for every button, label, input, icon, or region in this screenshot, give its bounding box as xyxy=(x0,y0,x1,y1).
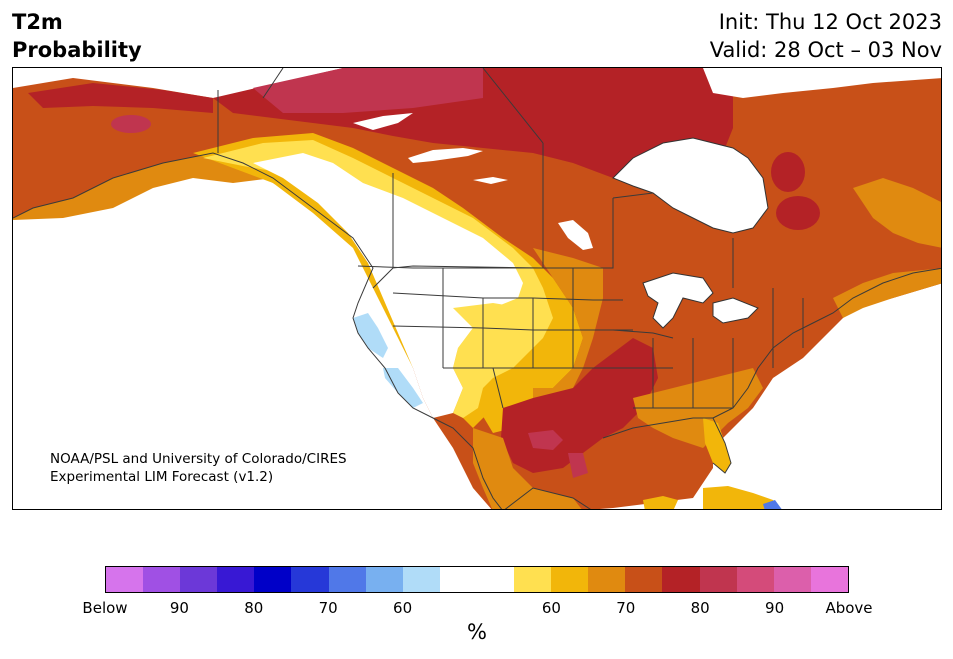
region-lightblue-socal xyxy=(383,368,423,408)
region-gold-cuba xyxy=(643,496,678,509)
region-crimson-alaska xyxy=(111,115,151,133)
region-blue-caribbean xyxy=(763,500,782,509)
region-orange-atlantic xyxy=(833,268,941,318)
colorbar-unit: % xyxy=(467,620,487,644)
colorbar-swatch xyxy=(699,567,737,592)
colorbar-swatch xyxy=(625,567,663,592)
init-date: Init: Thu 12 Oct 2023 xyxy=(718,10,942,34)
region-red-quebec-2 xyxy=(776,196,820,230)
region-orange-mexico xyxy=(473,428,582,509)
colorbar-tick-label: 80 xyxy=(244,599,264,617)
map-title: T2m Probability xyxy=(12,8,142,64)
region-orange-alaska xyxy=(13,153,273,220)
colorbar-swatch xyxy=(180,567,218,592)
colorbar-swatch xyxy=(773,567,811,592)
forecast-dates: Init: Thu 12 Oct 2023 Valid: 28 Oct – 03… xyxy=(710,8,942,64)
colorbar-swatch xyxy=(402,567,440,592)
title-line-type: Probability xyxy=(12,38,142,62)
colorbar xyxy=(105,566,849,593)
colorbar-swatch xyxy=(365,567,403,592)
credit-text: NOAA/PSL and University of Colorado/CIRE… xyxy=(50,450,347,486)
region-orange-northeast xyxy=(853,178,941,248)
region-crimson-arctic xyxy=(253,68,483,113)
region-red-quebec-1 xyxy=(771,152,805,192)
colorbar-tick-label: 90 xyxy=(765,599,785,617)
colorbar-swatch xyxy=(143,567,181,592)
great-slave-lake xyxy=(408,148,483,163)
colorbar-swatch xyxy=(662,567,700,592)
hudson-bay xyxy=(612,137,769,234)
region-lightblue-california xyxy=(353,313,388,358)
map-canvas xyxy=(13,68,941,509)
region-white-west xyxy=(253,153,523,418)
credit-line-1: NOAA/PSL and University of Colorado/CIRE… xyxy=(50,451,347,467)
colorbar-swatch xyxy=(254,567,292,592)
great-lakes xyxy=(642,272,714,329)
lake-erie-ontario xyxy=(712,297,759,324)
colorbar-tick-labels: Below 90 80 70 60 60 70 80 90 Above xyxy=(0,599,953,619)
region-gold-caribbean xyxy=(703,486,782,509)
colorbar-swatch xyxy=(514,567,552,592)
colorbar-swatch xyxy=(810,567,848,592)
colorbar-swatch xyxy=(106,567,144,592)
colorbar-tick-label: 90 xyxy=(169,599,189,617)
title-line-variable: T2m xyxy=(12,10,63,34)
colorbar-swatch xyxy=(439,567,477,592)
region-gold-florida xyxy=(703,418,731,473)
arctic-water-east xyxy=(703,68,941,98)
colorbar-tick-label: Above xyxy=(825,599,873,617)
colorbar-tick-label: 60 xyxy=(541,599,561,617)
credit-line-2: Experimental LIM Forecast (v1.2) xyxy=(50,469,274,485)
region-red-alaska xyxy=(28,83,213,113)
colorbar-swatch xyxy=(476,567,515,592)
colorbar-tick-label: 80 xyxy=(690,599,710,617)
colorbar-swatch xyxy=(328,567,366,592)
colorbar-tick-label: 60 xyxy=(393,599,413,617)
lake-winnipeg xyxy=(558,220,593,250)
colorbar-tick-label: Below xyxy=(82,599,128,617)
colorbar-tick-label: 70 xyxy=(318,599,338,617)
colorbar-swatch xyxy=(291,567,329,592)
colorbar-tick-label: 70 xyxy=(616,599,636,617)
valid-date: Valid: 28 Oct – 03 Nov xyxy=(709,38,942,62)
region-yellow-southwest xyxy=(453,303,533,418)
region-crimson-texas xyxy=(528,430,563,450)
boundaries xyxy=(13,68,941,509)
colorbar-swatch xyxy=(588,567,626,592)
forecast-map: NOAA/PSL and University of Colorado/CIRE… xyxy=(12,67,942,510)
colorbar-swatch xyxy=(217,567,255,592)
great-bear-lake xyxy=(353,113,413,130)
colorbar-swatch xyxy=(551,567,589,592)
colorbar-swatch xyxy=(736,567,774,592)
region-crimson-gulf xyxy=(568,453,588,478)
lake-athabasca xyxy=(473,177,508,184)
